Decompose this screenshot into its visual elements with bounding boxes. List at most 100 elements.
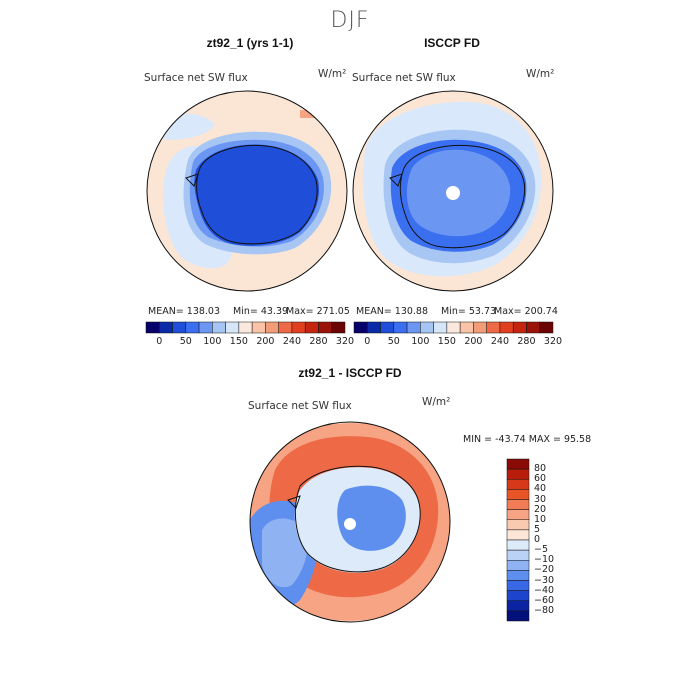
panel-b-min: Min= 53.73 bbox=[441, 306, 497, 317]
panel-a-max: Max= 271.05 bbox=[286, 306, 350, 317]
panel-b-pole-gap bbox=[446, 186, 460, 200]
panel-c-colorbar-swatch bbox=[506, 600, 530, 612]
panel-b-colorbar-swatch bbox=[420, 321, 434, 334]
panel-b-colorbar-tick-label: 50 bbox=[387, 336, 400, 347]
panel-b-units: W/m² bbox=[526, 68, 555, 80]
panel-a-mean: MEAN= 138.03 bbox=[148, 306, 221, 317]
panel-a-colorbar-swatch bbox=[291, 321, 306, 334]
panel-c-interior-blue bbox=[337, 485, 406, 551]
panel-c-title: zt92_1 - ISCCP FD bbox=[298, 366, 402, 380]
panel-c-colorbar-swatch bbox=[506, 479, 530, 490]
panel-a-map bbox=[147, 91, 347, 291]
panel-a-colorbar-swatch bbox=[304, 321, 319, 334]
panel-a-colorbar-tick-label: 320 bbox=[335, 336, 355, 347]
panel-a-field-label: Surface net SW flux bbox=[144, 72, 248, 84]
panel-c-field-label: Surface net SW flux bbox=[248, 400, 352, 412]
panel-b-colorbar-swatch bbox=[499, 321, 514, 334]
panel-b-colorbar bbox=[353, 321, 554, 334]
panel-c-colorbar-tick-label: 20 bbox=[534, 503, 547, 515]
panel-c-colorbar-swatch bbox=[506, 519, 530, 531]
panel-b-colorbar-swatch bbox=[433, 321, 448, 334]
panel-a-units: W/m² bbox=[318, 68, 347, 80]
season-title: DJF bbox=[330, 8, 370, 33]
panel-a-title: zt92_1 (yrs 1-1) bbox=[206, 36, 294, 50]
panel-b-max: Max= 200.74 bbox=[494, 306, 558, 317]
panel-b-colorbar-swatch bbox=[380, 321, 395, 334]
panel-a-colorbar-swatch bbox=[185, 321, 200, 334]
panel-c-colorbar-swatch bbox=[506, 549, 530, 561]
panel-c-colorbar-tick-label: 5 bbox=[534, 523, 541, 535]
panel-a-colorbar-swatch bbox=[172, 321, 187, 334]
panel-a-colorbar-tick-label: 50 bbox=[179, 336, 192, 347]
panel-a-colorbar-swatch bbox=[212, 321, 226, 334]
panel-c-colorbar-tick-label: 80 bbox=[534, 463, 547, 475]
panel-c-colorbar-swatch bbox=[506, 580, 530, 591]
panel-c-colorbar-swatch bbox=[506, 499, 530, 510]
panel-c-units: W/m² bbox=[422, 396, 451, 408]
panel-b-colorbar-swatch bbox=[526, 321, 540, 334]
panel-c-colorbar-swatch bbox=[506, 468, 530, 480]
panel-c-colorbar-swatch bbox=[506, 590, 530, 601]
panel-b-colorbar-tick-label: 280 bbox=[517, 336, 536, 347]
panel-b-title: ISCCP FD bbox=[424, 36, 480, 50]
panel-c-blue-left-pale bbox=[262, 518, 308, 588]
panel-b-colorbar-tick-label: 240 bbox=[490, 336, 509, 347]
panel-a-coastline bbox=[185, 144, 318, 245]
panel-a-colorbar bbox=[145, 321, 346, 334]
panel-a-colorbar-tick-label: 100 bbox=[203, 336, 222, 347]
panel-c-colorbar-tick-label: 60 bbox=[534, 473, 547, 485]
panel-c-colorbar-tick-label: 40 bbox=[534, 483, 547, 495]
panel-c-colorbar-tick-label: −80 bbox=[534, 604, 555, 616]
panel-c-colorbar bbox=[506, 458, 530, 622]
panel-b-colorbar-swatch bbox=[406, 321, 421, 334]
panel-b-colorbar-swatch bbox=[539, 321, 554, 334]
panel-c-colorbar-swatch bbox=[506, 610, 530, 622]
panel-c-colorbar-swatch bbox=[506, 570, 530, 581]
panel-c-colorbar-tick-label: 0 bbox=[534, 534, 541, 545]
panel-a-warm-patch bbox=[300, 110, 316, 118]
panel-c-coastline bbox=[287, 465, 421, 573]
panel-a-colorbar-swatch bbox=[238, 321, 253, 334]
panel-c-colorbar-tick-label: −5 bbox=[534, 544, 549, 556]
panel-a-colorbar-swatch bbox=[198, 321, 213, 334]
panel-c-pole-gap bbox=[344, 518, 356, 530]
panel-c-colorbar-swatch bbox=[506, 489, 530, 500]
panel-c-minmax: MIN = -43.74 MAX = 95.58 bbox=[463, 434, 592, 445]
panel-c-colorbar-tick-label: −60 bbox=[534, 594, 555, 606]
panel-b-colorbar-tick-label: 150 bbox=[437, 336, 456, 347]
panel-c-colorbar-swatch bbox=[506, 529, 530, 541]
panel-c-colorbar-swatch bbox=[506, 458, 530, 470]
panel-c-colorbar-swatch bbox=[506, 560, 530, 571]
panel-a-colorbar-tick-label: 200 bbox=[256, 336, 275, 347]
panel-a-colorbar-swatch bbox=[278, 321, 293, 334]
panel-a-colorbar-swatch bbox=[159, 321, 173, 334]
panel-b-colorbar-swatch bbox=[393, 321, 408, 334]
panel-b-colorbar-tick-label: 100 bbox=[411, 336, 430, 347]
panel-b-colorbar-swatch bbox=[486, 321, 501, 334]
panel-b-mean: MEAN= 130.88 bbox=[356, 306, 429, 317]
panel-a-colorbar-swatch bbox=[145, 321, 160, 334]
panel-b-map bbox=[353, 91, 553, 291]
panel-c-colorbar-tick-label: −10 bbox=[534, 554, 555, 566]
panel-b-colorbar-swatch bbox=[446, 321, 461, 334]
panel-a-colorbar-swatch bbox=[251, 321, 266, 334]
panel-a-min: Min= 43.39 bbox=[233, 306, 289, 317]
panel-c-colorbar-tick-label: −40 bbox=[534, 584, 555, 596]
panel-c-colorbar-tick-label: −20 bbox=[534, 564, 555, 576]
panel-a-colorbar-swatch bbox=[225, 321, 240, 334]
panel-b-colorbar-tick-label: 200 bbox=[464, 336, 483, 347]
panel-b-colorbar-swatch bbox=[473, 321, 487, 334]
panel-a-colorbar-tick-label: 150 bbox=[229, 336, 248, 347]
panel-a-colorbar-swatch bbox=[318, 321, 332, 334]
panel-a-ice bbox=[194, 144, 320, 246]
panel-a-colorbar-tick-label: 0 bbox=[156, 336, 163, 347]
panel-b-coastline bbox=[389, 144, 526, 249]
panel-b-border bbox=[352, 90, 554, 292]
panel-c-colorbar-tick-label: 30 bbox=[534, 493, 547, 505]
panel-a-colorbar-tick-label: 280 bbox=[309, 336, 328, 347]
panel-b-colorbar-swatch bbox=[459, 321, 474, 334]
panel-a-colorbar-swatch bbox=[331, 321, 346, 334]
panel-b-colorbar-swatch bbox=[512, 321, 527, 334]
